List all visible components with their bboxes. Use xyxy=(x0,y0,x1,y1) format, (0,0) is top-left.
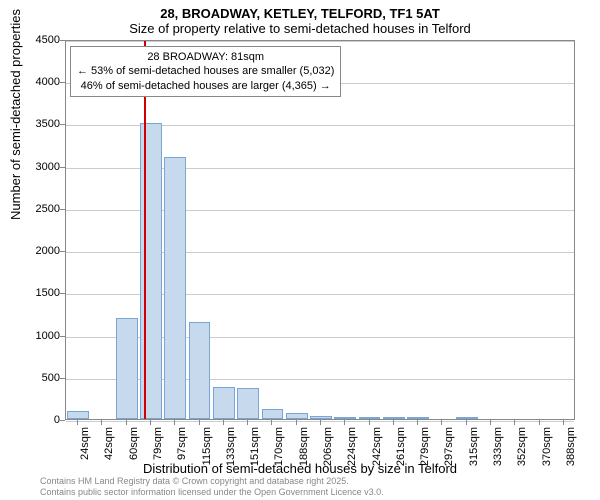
y-tick-label: 3000 xyxy=(20,161,60,173)
histogram-bar xyxy=(164,157,186,419)
histogram-bar xyxy=(359,417,381,419)
histogram-bar xyxy=(286,413,308,419)
y-tick-label: 0 xyxy=(20,414,60,426)
plot-inner xyxy=(66,41,574,419)
histogram-bar xyxy=(116,318,138,419)
y-tick-label: 3500 xyxy=(20,118,60,130)
histogram-bar xyxy=(213,387,235,419)
histogram-bar xyxy=(310,416,332,419)
y-tick-label: 2000 xyxy=(20,245,60,257)
footer-attribution: Contains HM Land Registry data © Crown c… xyxy=(40,476,590,498)
annotation-line3: 46% of semi-detached houses are larger (… xyxy=(77,79,334,93)
plot-area xyxy=(65,40,575,420)
footer-line2: Contains public sector information licen… xyxy=(40,487,590,498)
histogram-bar xyxy=(67,411,89,419)
histogram-bar xyxy=(189,322,211,419)
histogram-bar xyxy=(334,417,356,419)
histogram-bar xyxy=(383,417,405,419)
annotation-line1: 28 BROADWAY: 81sqm xyxy=(77,50,334,64)
y-tick-label: 1500 xyxy=(20,287,60,299)
y-tick-label: 2500 xyxy=(20,203,60,215)
histogram-bar xyxy=(456,417,478,419)
reference-line xyxy=(144,41,146,419)
y-tick-label: 4000 xyxy=(20,76,60,88)
footer-line1: Contains HM Land Registry data © Crown c… xyxy=(40,476,590,487)
histogram-bar xyxy=(407,417,429,419)
y-tick-label: 4500 xyxy=(20,34,60,46)
y-tick-label: 500 xyxy=(20,372,60,384)
annotation-line2: ← 53% of semi-detached houses are smalle… xyxy=(77,64,334,78)
chart-container: 28, BROADWAY, KETLEY, TELFORD, TF1 5AT S… xyxy=(0,0,600,500)
y-tick-label: 1000 xyxy=(20,330,60,342)
annotation-box: 28 BROADWAY: 81sqm ← 53% of semi-detache… xyxy=(70,46,341,97)
histogram-bar xyxy=(237,388,259,419)
chart-subtitle: Size of property relative to semi-detach… xyxy=(0,21,600,40)
chart-title: 28, BROADWAY, KETLEY, TELFORD, TF1 5AT xyxy=(0,0,600,21)
x-axis-label: Distribution of semi-detached houses by … xyxy=(0,461,600,476)
histogram-bar xyxy=(262,409,284,419)
